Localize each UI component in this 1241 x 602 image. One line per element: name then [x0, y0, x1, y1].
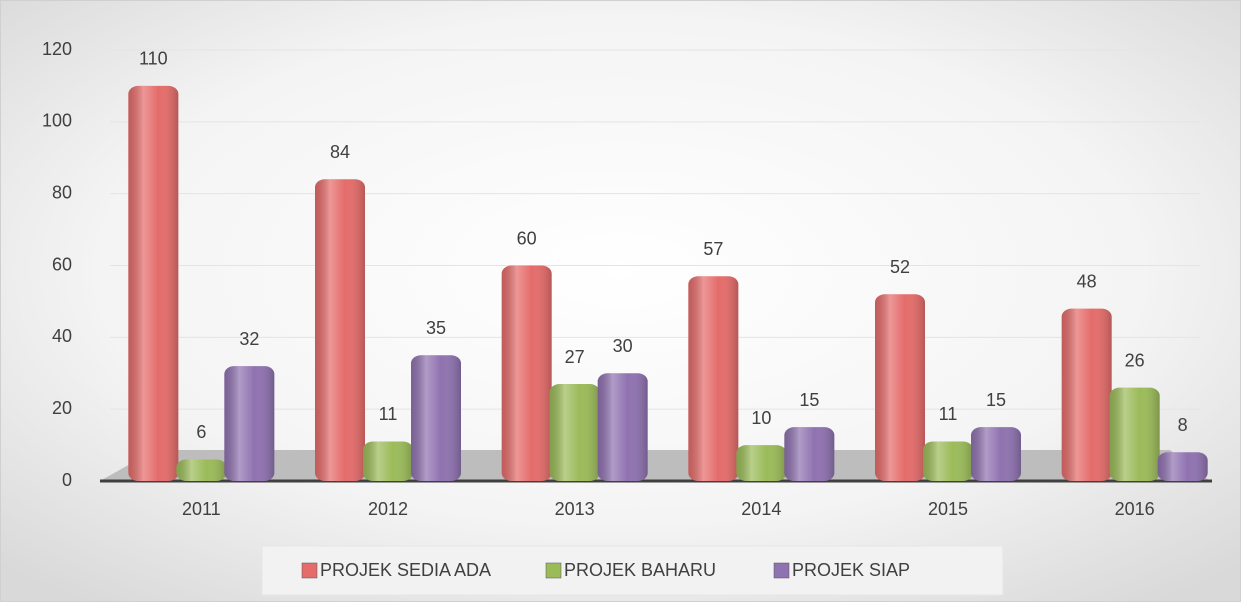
- data-label: 57: [703, 239, 723, 259]
- bar: [224, 366, 275, 481]
- bar: [501, 265, 552, 481]
- bar: [1109, 387, 1160, 481]
- legend-swatch: [773, 562, 790, 579]
- data-label: 8: [1178, 415, 1188, 435]
- bar: [549, 384, 600, 481]
- data-label: 15: [986, 390, 1006, 410]
- data-label: 15: [799, 390, 819, 410]
- data-label: 26: [1125, 350, 1145, 370]
- bar: [736, 445, 787, 481]
- x-tick-label: 2011: [182, 499, 221, 519]
- bar: [411, 355, 461, 481]
- bar: [688, 276, 739, 481]
- data-label: 110: [139, 49, 168, 69]
- x-tick-label: 2015: [928, 499, 968, 519]
- data-label: 48: [1077, 271, 1097, 291]
- bar: [597, 373, 648, 481]
- x-tick-label: 2012: [368, 499, 408, 519]
- data-label: 30: [613, 336, 633, 356]
- y-tick-label: 80: [52, 182, 72, 202]
- data-label: 27: [565, 347, 585, 367]
- bar: [176, 459, 227, 481]
- bar: [363, 441, 413, 481]
- bar: [923, 441, 973, 481]
- data-label: 35: [426, 318, 446, 338]
- legend: [261, 545, 1004, 596]
- bar: [971, 427, 1021, 481]
- bar: [784, 427, 835, 481]
- y-tick-label: 40: [52, 326, 72, 346]
- data-label: 11: [939, 404, 958, 424]
- x-tick-label: 2016: [1115, 499, 1155, 519]
- x-tick-label: 2014: [741, 499, 781, 519]
- legend-label: PROJEK SEDIA ADA: [320, 560, 491, 580]
- y-tick-label: 20: [52, 398, 72, 418]
- data-label: 10: [751, 408, 771, 428]
- data-label: 52: [890, 257, 910, 277]
- y-tick-label: 100: [42, 111, 72, 131]
- legend-label: PROJEK SIAP: [792, 560, 910, 580]
- bar: [875, 294, 925, 481]
- y-tick-label: 0: [62, 470, 72, 490]
- bar: [1157, 452, 1208, 481]
- legend-swatch: [545, 562, 562, 579]
- data-label: 11: [379, 404, 398, 424]
- bar: [315, 179, 365, 482]
- data-label: 32: [239, 329, 259, 349]
- data-label: 6: [196, 422, 206, 442]
- x-tick-label: 2013: [555, 499, 595, 519]
- data-label: 60: [517, 228, 537, 248]
- data-label: 84: [330, 142, 350, 162]
- y-tick-label: 120: [42, 39, 72, 59]
- legend-swatch: [301, 562, 318, 579]
- bar: [128, 85, 179, 482]
- bar: [1061, 308, 1112, 481]
- y-tick-label: 60: [52, 254, 72, 274]
- legend-label: PROJEK BAHARU: [564, 560, 716, 580]
